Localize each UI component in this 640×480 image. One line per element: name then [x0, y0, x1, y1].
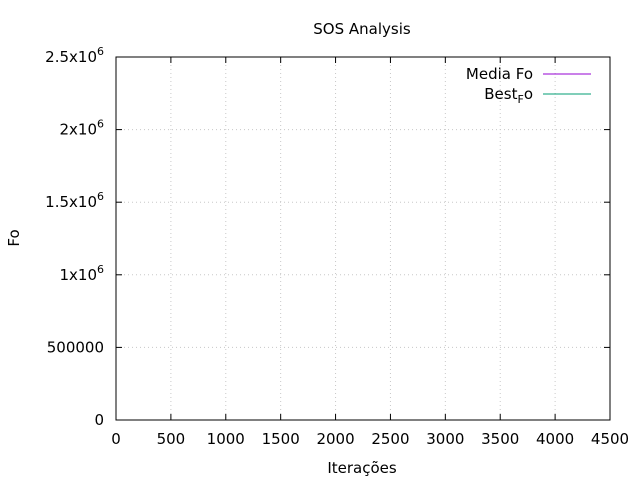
x-tick-label: 3500	[481, 430, 519, 448]
y-tick-label: 2x106	[59, 118, 104, 139]
x-axis-label: Iterações	[327, 459, 397, 477]
y-tick-label: 2.5x106	[45, 45, 104, 66]
chart-title: SOS Analysis	[313, 20, 411, 38]
y-axis-label: Fo	[5, 229, 23, 246]
y-tick-label: 1.5x106	[45, 190, 104, 211]
x-tick-label: 500	[157, 430, 186, 448]
x-tick-label: 0	[111, 430, 121, 448]
grid	[116, 57, 610, 420]
x-tick-label: 4500	[591, 430, 629, 448]
axes: 0 500 1000 1500 2000 2500 3000 3500 4000 4500 0 500…	[45, 45, 629, 448]
x-tick-label: 1500	[262, 430, 300, 448]
x-tick-label: 1000	[207, 430, 245, 448]
x-tick-label: 2500	[371, 430, 409, 448]
legend-label: Media Fo	[466, 65, 533, 83]
y-tick-label: 500000	[47, 338, 104, 356]
plot-area-border	[115, 56, 611, 421]
legend: Media Fo BestFo	[466, 65, 591, 106]
y-tick-label: 0	[94, 411, 104, 429]
x-tick-label: 4000	[536, 430, 574, 448]
x-tick-label: 2000	[316, 430, 354, 448]
x-tick-label: 3000	[426, 430, 464, 448]
y-tick-label: 1x106	[59, 263, 104, 284]
legend-label: BestFo	[484, 85, 533, 106]
